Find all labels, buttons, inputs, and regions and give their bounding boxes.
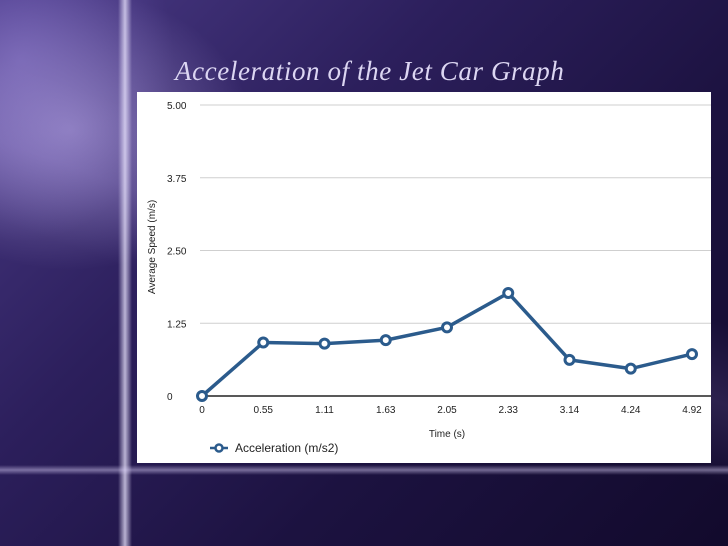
legend: Acceleration (m/s2) bbox=[210, 441, 338, 455]
x-tick-labels: 0 0.55 1.11 1.63 2.05 2.33 3.14 4.24 4.92 bbox=[199, 405, 702, 416]
x-tick-label: 2.33 bbox=[499, 405, 519, 416]
y-tick-label: 2.50 bbox=[167, 247, 187, 258]
data-point bbox=[257, 336, 270, 349]
background-horizontal-streak bbox=[0, 465, 728, 475]
data-point bbox=[624, 362, 637, 375]
x-tick-label: 0 bbox=[199, 405, 205, 416]
data-point bbox=[318, 337, 331, 350]
slide-title: Acceleration of the Jet Car Graph bbox=[175, 56, 565, 86]
gridlines bbox=[200, 104, 711, 397]
y-tick-label: 5.00 bbox=[167, 101, 187, 112]
data-point bbox=[686, 348, 698, 361]
y-tick-labels: 0 1.25 2.50 3.75 5.00 bbox=[167, 101, 187, 403]
data-point bbox=[379, 334, 392, 347]
y-tick-label: 3.75 bbox=[167, 174, 187, 185]
x-tick-label: 4.24 bbox=[621, 405, 641, 416]
background-vertical-streak bbox=[118, 0, 132, 546]
data-point bbox=[563, 353, 576, 366]
data-point bbox=[196, 390, 208, 402]
x-tick-label: 1.11 bbox=[315, 405, 334, 416]
line-chart: 0 1.25 2.50 3.75 5.00 0 0.55 1.11 1.63 2.05 2.33 3… bbox=[147, 101, 711, 455]
legend-marker-swatch bbox=[214, 443, 224, 453]
x-tick-label: 1.63 bbox=[376, 405, 396, 416]
x-axis-label: Time (s) bbox=[429, 429, 465, 440]
x-tick-label: 4.92 bbox=[682, 405, 702, 416]
x-tick-label: 0.55 bbox=[254, 405, 274, 416]
y-tick-label: 0 bbox=[167, 392, 173, 403]
data-point bbox=[441, 321, 453, 334]
chart-panel: 0 1.25 2.50 3.75 5.00 0 0.55 1.11 1.63 2.05 2.33 3… bbox=[137, 92, 711, 463]
x-tick-label: 2.05 bbox=[437, 405, 457, 416]
legend-label: Acceleration (m/s2) bbox=[235, 441, 338, 455]
series-line bbox=[200, 291, 694, 398]
x-tick-label: 3.14 bbox=[560, 405, 580, 416]
data-point bbox=[502, 286, 515, 299]
series-acceleration bbox=[196, 286, 698, 402]
y-tick-label: 1.25 bbox=[167, 319, 187, 330]
y-axis-label: Average Speed (m/s) bbox=[147, 200, 158, 294]
